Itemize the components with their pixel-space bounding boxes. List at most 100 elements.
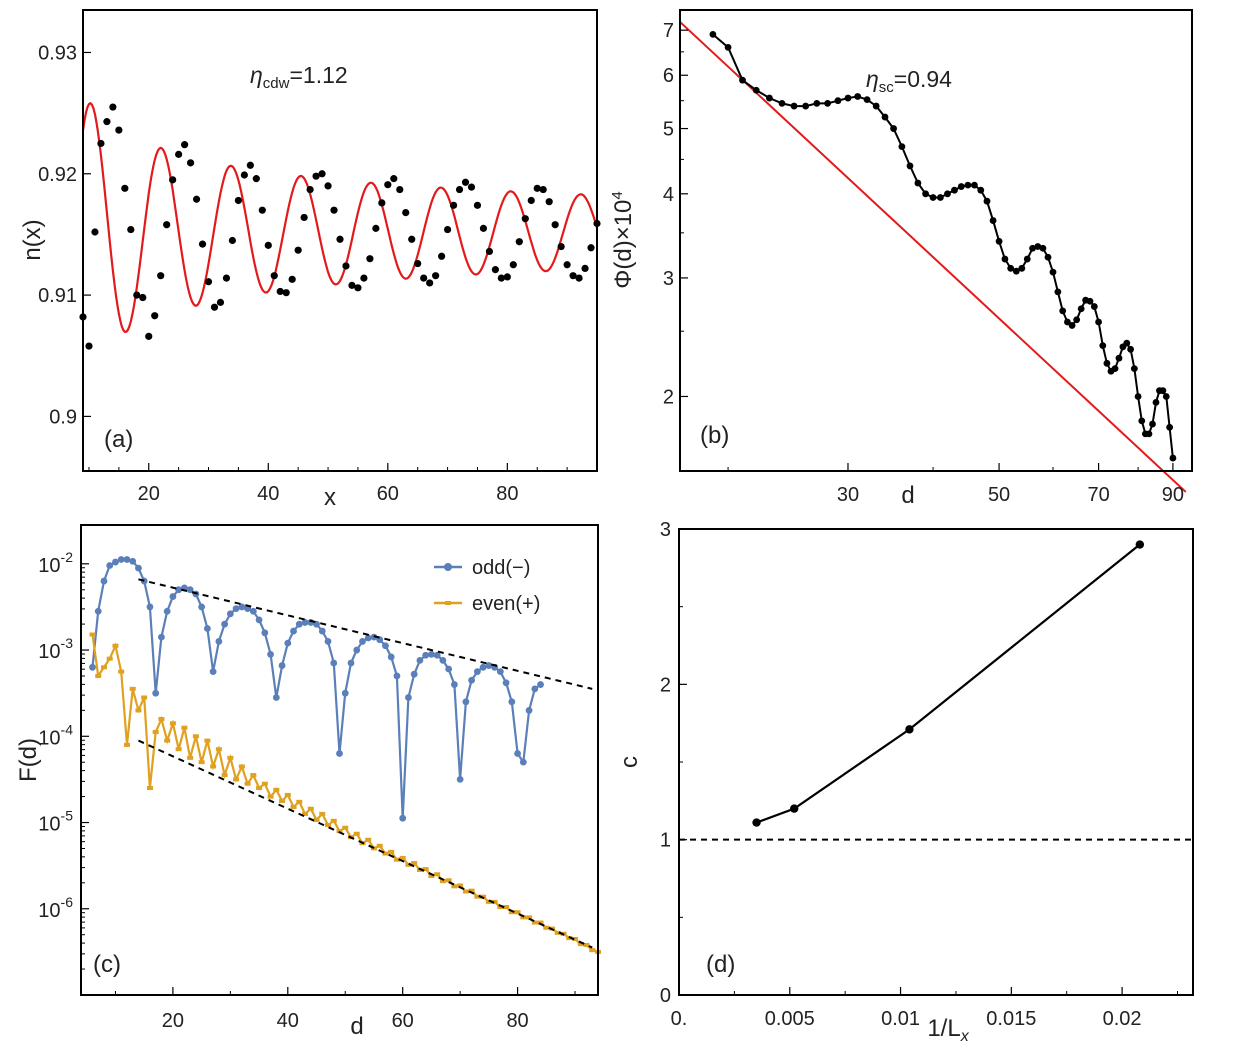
panel-b-point — [1159, 387, 1167, 395]
panel-a-ticks: 20 40 60 80 0.9 0.91 0.92 0.93 — [38, 42, 598, 505]
panel-a-point — [294, 246, 302, 254]
panel-c-odd-point — [123, 556, 131, 563]
panel-d-point — [1135, 540, 1145, 549]
panel-c-even-point — [135, 708, 142, 713]
panel-c-even-point — [543, 925, 550, 930]
legend-even-label: even(+) — [472, 593, 540, 615]
panel-d-ytick-label: 0 — [660, 985, 671, 1007]
panel-a-point — [527, 196, 535, 205]
panel-b-point — [951, 186, 958, 194]
panel-d: 0. 0.005 0.01 0.015 0.02 0 1 2 3 1/Lx c (d) — [616, 519, 1194, 1045]
panel-c-even-point — [267, 794, 274, 799]
panel-a-point — [515, 238, 523, 246]
panel-b-point — [1130, 365, 1138, 373]
panel-c-even-point — [537, 920, 544, 925]
panel-c-ytick-exponent: -3 — [61, 635, 74, 651]
panel-c-even-point — [583, 942, 590, 947]
panel-c-xtick-label: 80 — [506, 1010, 528, 1032]
panel-b-point — [1039, 244, 1047, 252]
panel-a-point — [186, 159, 195, 167]
panel-c-odd-point — [249, 607, 257, 615]
panel-c-odd-point — [209, 668, 217, 676]
panel-c-even-point — [181, 725, 188, 730]
panel-c-even-point — [123, 742, 130, 747]
panel-c-even-point — [457, 883, 464, 888]
panel-c-ytick-exponent: -4 — [61, 721, 74, 737]
panel-a-point — [587, 244, 595, 252]
panel-b-point — [1054, 288, 1062, 296]
panel-a-frame — [82, 9, 598, 472]
panel-d-label: (d) — [706, 951, 735, 978]
panel-a-point — [198, 240, 207, 248]
panel-a-ytick-label: 0.9 — [49, 406, 77, 428]
panel-a-point — [228, 236, 237, 245]
panel-c-even-point — [462, 889, 469, 894]
panel-a-point — [324, 182, 332, 190]
panel-b-xtick-label: 90 — [1162, 484, 1184, 506]
panel-c-odd-point — [295, 620, 303, 628]
panel-c-odd-point — [278, 662, 286, 669]
panel-a-point — [575, 274, 583, 282]
panel-c-even-point — [261, 781, 268, 786]
panel-b-point — [863, 96, 871, 104]
panel-b-point — [1068, 322, 1076, 329]
panel-a-point — [539, 185, 547, 194]
panel-a-point — [312, 172, 320, 180]
panel-c-odd-point — [496, 668, 504, 676]
panel-c-odd-point — [336, 750, 343, 757]
panel-c-even-point — [215, 747, 222, 752]
panel-c-even-point — [554, 930, 561, 935]
panel-a-point — [163, 221, 171, 229]
panel-b-point — [1123, 339, 1131, 347]
panel-a-point — [348, 281, 356, 289]
panel-a-point — [270, 272, 278, 280]
panel-a-point — [103, 118, 111, 126]
panel-c-even-point — [508, 910, 515, 915]
panel-b-point — [1018, 264, 1026, 272]
panel-c-odd-point — [479, 663, 487, 671]
panel-c-even-point — [589, 948, 596, 953]
panel-c-odd-point — [94, 607, 102, 615]
panel-c-xtick-label: 20 — [162, 1010, 184, 1032]
panel-b-ytick-label: 5 — [663, 119, 674, 141]
panel-c-odd-point — [422, 651, 430, 659]
panel-a-point — [390, 175, 398, 183]
panel-b-point — [1103, 359, 1111, 367]
panel-c-label: (c) — [93, 951, 121, 978]
panel-b-point — [1007, 264, 1015, 272]
panel-c-odd-point — [152, 689, 160, 697]
panel-a-point — [497, 274, 505, 282]
panel-c-even-point — [175, 747, 182, 752]
panel-c-odd-point — [290, 627, 297, 635]
panel-a-point — [449, 201, 458, 209]
panel-b-point — [1095, 318, 1102, 326]
panel-b-point — [1169, 454, 1177, 462]
panel-c-ytick-exponent: -5 — [61, 808, 74, 824]
panel-c-odd-point — [382, 642, 389, 650]
panel-d-xtick-label: 0. — [671, 1008, 688, 1030]
panel-c-odd-point — [112, 558, 119, 566]
panel-c-even-point — [365, 837, 372, 842]
panel-c-even-point — [411, 861, 418, 866]
panel-d-line — [756, 543, 1141, 824]
panel-c-guide-line — [138, 578, 593, 690]
panel-b-point — [995, 237, 1003, 245]
panel-a-point — [145, 332, 153, 340]
panel-c-even-point — [210, 764, 217, 769]
panel-b-point — [739, 76, 746, 84]
panel-a-point — [414, 259, 422, 268]
panel-b-point — [1152, 398, 1160, 406]
panel-a-point — [282, 289, 290, 297]
panel-c-odd-point — [272, 694, 280, 701]
panel-c-even-point — [141, 695, 148, 700]
panel-c-odd-point — [215, 638, 223, 645]
panel-b-point — [906, 162, 914, 170]
panel-c-odd-point — [198, 603, 206, 611]
panel-b-point — [898, 143, 906, 151]
panel-b-point — [766, 94, 773, 102]
panel-d-plot-area — [679, 540, 1193, 841]
panel-b-point — [802, 102, 810, 110]
panel-c-ytick-label: 10-4 — [38, 721, 73, 749]
panel-c-ytick-base: 10 — [38, 555, 60, 577]
